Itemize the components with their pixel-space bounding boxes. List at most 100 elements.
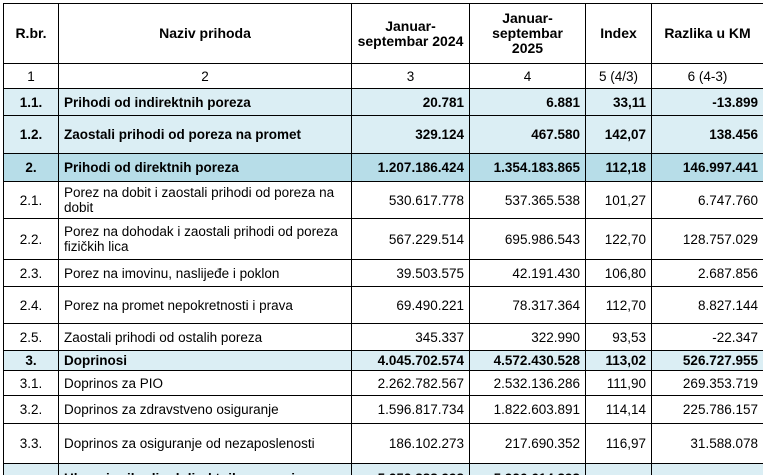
table-row: Ukupni prihodi od direktnih poreza i5.25… bbox=[3, 463, 763, 475]
cell: 2.687.856 bbox=[651, 259, 763, 287]
cell: 2.3. bbox=[3, 259, 59, 287]
cell: 2.4. bbox=[3, 286, 59, 324]
column-number: 2 bbox=[58, 63, 352, 89]
header-row: R.br. Naziv prihoda Januar-septembar 2024 J… bbox=[3, 3, 763, 64]
table-row: 2.1. Porez na dobit i zaostali prihodi od… bbox=[3, 181, 763, 219]
cell: 3. bbox=[3, 350, 59, 371]
row-label: Ukupni prihodi od direktnih poreza i bbox=[58, 463, 352, 475]
cell: 6.747.760 bbox=[651, 181, 763, 219]
cell: 467.580 bbox=[469, 115, 586, 154]
cell: 1.822.603.891 bbox=[469, 395, 586, 424]
cell: 186.102.273 bbox=[351, 423, 470, 464]
table-container: R.br. Naziv prihoda Januar-septembar 2024 J… bbox=[3, 3, 763, 475]
header-cell: Razlika u KM bbox=[651, 3, 763, 64]
cell: 5.926.614.393 bbox=[469, 463, 586, 475]
cell: 5.252.888.998 bbox=[351, 463, 470, 475]
table-row: 2. Prihodi od direktnih poreza 1.207.186.4… bbox=[3, 153, 763, 182]
column-number: 6 (4-3) bbox=[651, 63, 763, 89]
cell: 69.490.221 bbox=[351, 286, 470, 324]
cell: 20.781 bbox=[351, 88, 470, 116]
cell: 112,18 bbox=[585, 153, 652, 182]
table-row: 2.4. Porez na promet nepokretnosti i prav… bbox=[3, 286, 763, 324]
cell: 1.354.183.865 bbox=[469, 153, 586, 182]
cell: 1.596.817.734 bbox=[351, 395, 470, 424]
cell: 113,02 bbox=[585, 350, 652, 371]
cell: -13.899 bbox=[651, 88, 763, 116]
cell: 116,97 bbox=[585, 423, 652, 464]
row-label: Porez na dobit i zaostali prihodi od por… bbox=[58, 181, 352, 219]
cell: 78.317.364 bbox=[469, 286, 586, 324]
cell bbox=[585, 463, 652, 475]
cell: 1.2. bbox=[3, 115, 59, 154]
row-label: Doprinos za osiguranje od nezaposlenosti bbox=[58, 423, 352, 464]
cell: 93,53 bbox=[585, 323, 652, 351]
cell: 142,07 bbox=[585, 115, 652, 154]
column-number: 1 bbox=[3, 63, 59, 89]
row-label: Prihodi od indirektnih poreza bbox=[58, 88, 352, 116]
table-row: 2.3. Porez na imovinu, naslijeđe i poklon… bbox=[3, 259, 763, 287]
cell: 1.207.186.424 bbox=[351, 153, 470, 182]
cell: 217.690.352 bbox=[469, 423, 586, 464]
cell: 695.986.543 bbox=[469, 218, 586, 260]
table-row: 2.2. Porez na dohodak i zaostali prihodi … bbox=[3, 218, 763, 260]
cell: 39.503.575 bbox=[351, 259, 470, 287]
cell: 1.1. bbox=[3, 88, 59, 116]
cell bbox=[3, 463, 59, 475]
cell: 2. bbox=[3, 153, 59, 182]
cell: 2.262.782.567 bbox=[351, 370, 470, 396]
cell: 537.365.538 bbox=[469, 181, 586, 219]
row-label: Prihodi od direktnih poreza bbox=[58, 153, 352, 182]
row-label: Zaostali prihodi od poreza na promet bbox=[58, 115, 352, 154]
header-cell: Index bbox=[585, 3, 652, 64]
cell: 4.045.702.574 bbox=[351, 350, 470, 371]
row-label: Doprinos za zdravstveno osiguranje bbox=[58, 395, 352, 424]
cell: 345.337 bbox=[351, 323, 470, 351]
cell: 31.588.078 bbox=[651, 423, 763, 464]
cell: 122,70 bbox=[585, 218, 652, 260]
cell: 111,90 bbox=[585, 370, 652, 396]
cell: 329.124 bbox=[351, 115, 470, 154]
cell: 2.532.136.286 bbox=[469, 370, 586, 396]
table-row: 3.2. Doprinos za zdravstveno osiguranje 1.… bbox=[3, 395, 763, 424]
table-row: 3.3. Doprinos za osiguranje od nezaposlen… bbox=[3, 423, 763, 464]
cell: 530.617.778 bbox=[351, 181, 470, 219]
cell: 567.229.514 bbox=[351, 218, 470, 260]
table-row: 3.1. Doprinos za PIO 2.262.782.567 2.532.13… bbox=[3, 370, 763, 396]
row-label: Porez na dohodak i zaostali prihodi od p… bbox=[58, 218, 352, 260]
column-number: 4 bbox=[469, 63, 586, 89]
row-label: Porez na imovinu, naslijeđe i poklon bbox=[58, 259, 352, 287]
row-label: Zaostali prihodi od ostalih poreza bbox=[58, 323, 352, 351]
cell: 526.727.955 bbox=[651, 350, 763, 371]
cell bbox=[651, 463, 763, 475]
cell: 2.1. bbox=[3, 181, 59, 219]
cell: 114,14 bbox=[585, 395, 652, 424]
row-label: Doprinos za PIO bbox=[58, 370, 352, 396]
cell: 2.2. bbox=[3, 218, 59, 260]
revenue-table: R.br. Naziv prihoda Januar-septembar 2024 J… bbox=[3, 3, 763, 475]
header-cell: Januar-septembar 2025 bbox=[469, 3, 586, 64]
cell: 4.572.430.528 bbox=[469, 350, 586, 371]
cell: 33,11 bbox=[585, 88, 652, 116]
row-label: Porez na promet nepokretnosti i prava bbox=[58, 286, 352, 324]
cell: 3.3. bbox=[3, 423, 59, 464]
cell: 106,80 bbox=[585, 259, 652, 287]
table-row: 2.5. Zaostali prihodi od ostalih poreza 34… bbox=[3, 323, 763, 351]
cell: 269.353.719 bbox=[651, 370, 763, 396]
column-number: 3 bbox=[351, 63, 470, 89]
cell: 138.456 bbox=[651, 115, 763, 154]
table-row: 3. Doprinosi 4.045.702.574 4.572.430.528 113… bbox=[3, 350, 763, 371]
table-row: 1.1. Prihodi od indirektnih poreza 20.781 6… bbox=[3, 88, 763, 116]
cell: 8.827.144 bbox=[651, 286, 763, 324]
cell: 42.191.430 bbox=[469, 259, 586, 287]
cell: 128.757.029 bbox=[651, 218, 763, 260]
cell: 6.881 bbox=[469, 88, 586, 116]
header-cell: Naziv prihoda bbox=[58, 3, 352, 64]
row-label: Doprinosi bbox=[58, 350, 352, 371]
cell: 101,27 bbox=[585, 181, 652, 219]
cell: 225.786.157 bbox=[651, 395, 763, 424]
cell: 3.2. bbox=[3, 395, 59, 424]
cell: 146.997.441 bbox=[651, 153, 763, 182]
